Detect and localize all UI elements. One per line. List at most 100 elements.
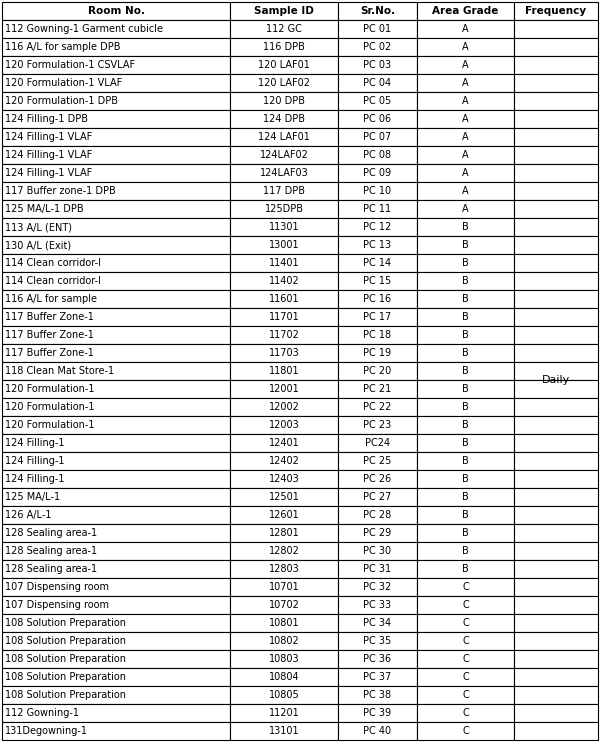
Bar <box>514 578 598 596</box>
Bar <box>230 290 338 308</box>
Text: 124 Filling-1: 124 Filling-1 <box>5 456 65 466</box>
Text: A: A <box>462 78 469 88</box>
Bar <box>417 2 514 20</box>
Bar <box>230 488 338 506</box>
Bar <box>514 506 598 524</box>
Bar <box>514 650 598 668</box>
Text: 124 DPB: 124 DPB <box>263 114 305 124</box>
Text: 108 Solution Preparation: 108 Solution Preparation <box>5 672 126 682</box>
Bar <box>230 506 338 524</box>
Text: PC 09: PC 09 <box>364 168 392 178</box>
Text: PC 26: PC 26 <box>364 474 392 484</box>
Bar <box>514 344 598 362</box>
Bar <box>2 524 230 542</box>
Bar <box>230 560 338 578</box>
Text: 12803: 12803 <box>269 564 299 574</box>
Bar <box>2 236 230 254</box>
Text: 116 DPB: 116 DPB <box>263 42 305 52</box>
Bar <box>338 326 417 344</box>
Text: PC 16: PC 16 <box>364 294 392 304</box>
Text: PC 11: PC 11 <box>364 204 392 214</box>
Bar <box>338 56 417 74</box>
Text: 10803: 10803 <box>269 654 299 664</box>
Bar <box>417 434 514 452</box>
Bar <box>230 272 338 290</box>
Bar <box>514 416 598 434</box>
Bar <box>2 704 230 722</box>
Bar <box>514 380 598 398</box>
Text: 10702: 10702 <box>269 600 299 610</box>
Text: PC 36: PC 36 <box>364 654 392 664</box>
Bar <box>417 668 514 686</box>
Text: Sr.No.: Sr.No. <box>360 6 395 16</box>
Text: PC 39: PC 39 <box>364 708 392 718</box>
Text: PC 35: PC 35 <box>364 636 392 646</box>
Bar <box>230 668 338 686</box>
Bar <box>338 218 417 236</box>
Bar <box>514 200 598 218</box>
Bar <box>2 254 230 272</box>
Bar <box>230 398 338 416</box>
Text: 107 Dispensing room: 107 Dispensing room <box>5 600 109 610</box>
Text: 124 Filling-1: 124 Filling-1 <box>5 474 65 484</box>
Bar <box>338 362 417 380</box>
Bar <box>417 110 514 128</box>
Text: 117 Buffer Zone-1: 117 Buffer Zone-1 <box>5 348 94 358</box>
Bar <box>514 452 598 470</box>
Bar <box>417 596 514 614</box>
Text: C: C <box>462 600 469 610</box>
Bar <box>514 398 598 416</box>
Bar <box>230 632 338 650</box>
Text: B: B <box>462 258 469 268</box>
Bar <box>338 578 417 596</box>
Text: Daily: Daily <box>542 375 570 385</box>
Bar <box>514 614 598 632</box>
Text: 120 Formulation-1 VLAF: 120 Formulation-1 VLAF <box>5 78 122 88</box>
Bar <box>338 254 417 272</box>
Bar <box>514 38 598 56</box>
Bar <box>2 452 230 470</box>
Bar <box>514 362 598 380</box>
Text: 10701: 10701 <box>269 582 299 592</box>
Bar <box>417 650 514 668</box>
Bar <box>2 470 230 488</box>
Text: PC 08: PC 08 <box>364 150 392 160</box>
Bar <box>2 650 230 668</box>
Text: Area Grade: Area Grade <box>432 6 499 16</box>
Bar <box>417 290 514 308</box>
Bar <box>338 290 417 308</box>
Text: A: A <box>462 114 469 124</box>
Text: PC 13: PC 13 <box>364 240 392 250</box>
Bar <box>514 74 598 92</box>
Bar <box>338 92 417 110</box>
Text: A: A <box>462 132 469 142</box>
Bar <box>338 308 417 326</box>
Text: C: C <box>462 726 469 736</box>
Bar <box>514 146 598 164</box>
Bar <box>338 686 417 704</box>
Text: 10805: 10805 <box>269 690 299 700</box>
Text: 11402: 11402 <box>269 276 299 286</box>
Bar <box>514 632 598 650</box>
Text: B: B <box>462 510 469 520</box>
Bar <box>417 38 514 56</box>
Text: 12601: 12601 <box>269 510 299 520</box>
Bar <box>2 326 230 344</box>
Text: 125 MA/L-1: 125 MA/L-1 <box>5 492 60 502</box>
Bar <box>230 146 338 164</box>
Bar <box>338 596 417 614</box>
Text: 120 Formulation-1: 120 Formulation-1 <box>5 420 95 430</box>
Text: 120 LAF01: 120 LAF01 <box>258 60 310 70</box>
Text: A: A <box>462 204 469 214</box>
Bar <box>2 272 230 290</box>
Bar <box>514 704 598 722</box>
Text: 13001: 13001 <box>269 240 299 250</box>
Bar <box>2 308 230 326</box>
Bar <box>514 2 598 20</box>
Bar <box>417 200 514 218</box>
Bar <box>230 344 338 362</box>
Bar <box>338 344 417 362</box>
Bar <box>2 110 230 128</box>
Bar <box>230 362 338 380</box>
Bar <box>338 632 417 650</box>
